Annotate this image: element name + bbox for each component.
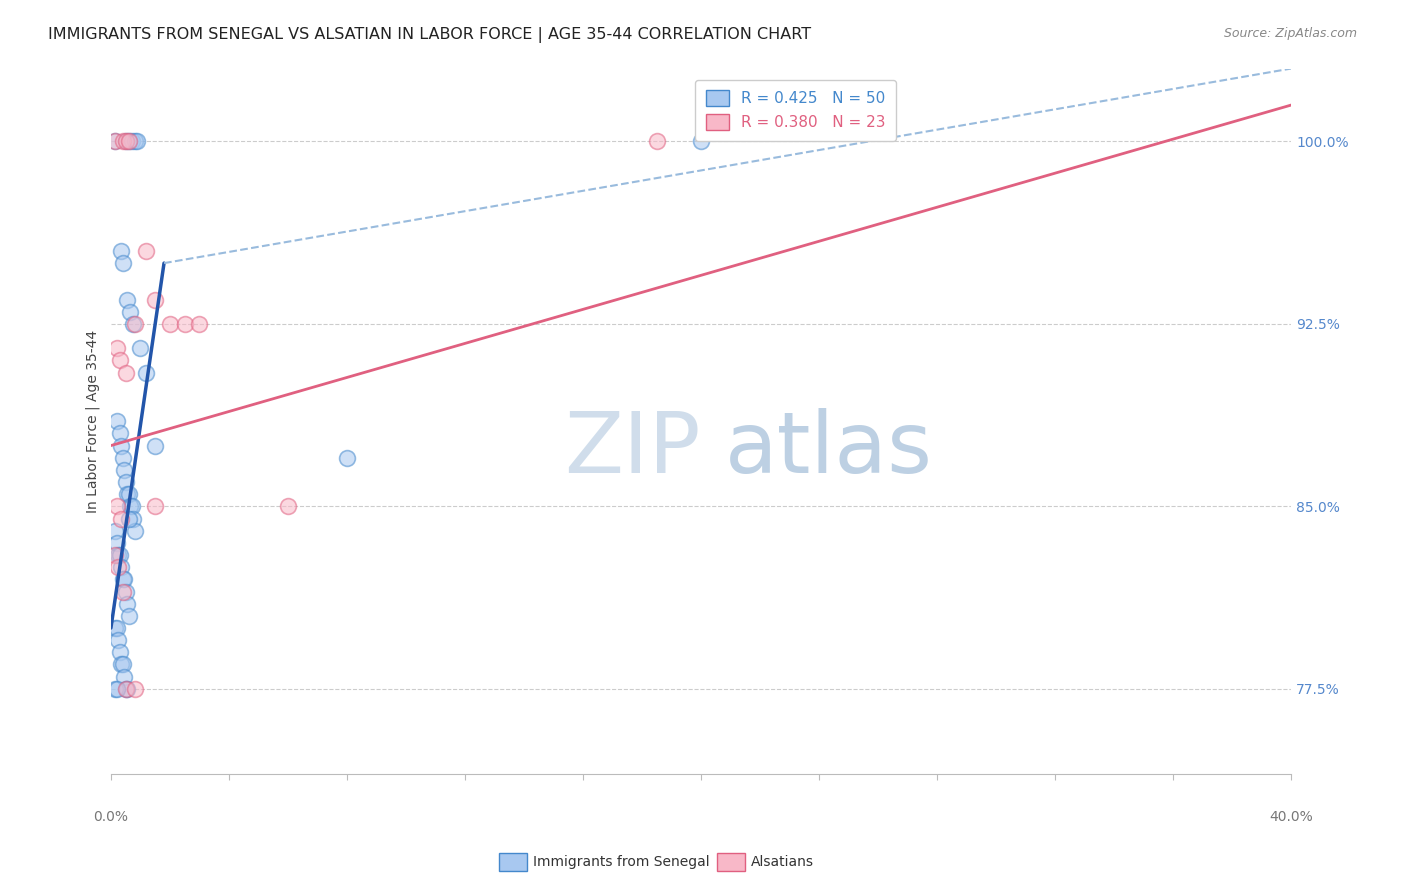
Point	[122, 511, 145, 525]
Point	[110, 244, 132, 258]
Point	[336, 450, 359, 465]
Point	[105, 681, 128, 696]
Point	[111, 450, 134, 465]
Point	[188, 317, 211, 331]
Text: atlas: atlas	[724, 408, 932, 491]
Point	[111, 572, 134, 586]
Point	[104, 135, 127, 149]
Point	[121, 135, 143, 149]
Point	[127, 135, 149, 149]
Text: 40.0%: 40.0%	[1270, 811, 1313, 824]
Y-axis label: In Labor Force | Age 35-44: In Labor Force | Age 35-44	[86, 330, 100, 513]
Point	[114, 681, 136, 696]
Point	[107, 548, 129, 562]
Point	[114, 135, 136, 149]
Point	[120, 500, 142, 514]
Point	[111, 657, 134, 672]
Point	[121, 500, 143, 514]
Point	[129, 341, 152, 355]
Point	[135, 244, 157, 258]
Point	[117, 135, 139, 149]
Point	[104, 548, 127, 562]
Point	[112, 670, 135, 684]
Point	[143, 439, 166, 453]
Point	[105, 621, 128, 635]
Point	[110, 511, 132, 525]
Point	[112, 572, 135, 586]
Point	[108, 645, 131, 659]
Point	[114, 475, 136, 489]
Point	[159, 317, 181, 331]
Point	[115, 597, 138, 611]
Text: Immigrants from Senegal: Immigrants from Senegal	[533, 855, 710, 869]
Legend: R = 0.425   N = 50, R = 0.380   N = 23: R = 0.425 N = 50, R = 0.380 N = 23	[695, 79, 896, 141]
Point	[110, 657, 132, 672]
Point	[114, 135, 136, 149]
Point	[108, 548, 131, 562]
Point	[117, 511, 139, 525]
Point	[112, 463, 135, 477]
Point	[143, 500, 166, 514]
Point	[135, 366, 157, 380]
Point	[122, 317, 145, 331]
Point	[110, 560, 132, 574]
Point	[115, 487, 138, 501]
Point	[104, 524, 127, 538]
Point	[124, 681, 146, 696]
Point	[104, 135, 127, 149]
Point	[114, 681, 136, 696]
Point	[107, 560, 129, 574]
Point	[114, 584, 136, 599]
Point	[143, 293, 166, 307]
Text: ZIP: ZIP	[565, 408, 702, 491]
Point	[124, 524, 146, 538]
Point	[108, 353, 131, 368]
Point	[124, 317, 146, 331]
Point	[690, 135, 713, 149]
Point	[117, 135, 139, 149]
Point	[104, 681, 127, 696]
Point	[105, 536, 128, 550]
Point	[105, 500, 128, 514]
Point	[105, 414, 128, 428]
Text: IMMIGRANTS FROM SENEGAL VS ALSATIAN IN LABOR FORCE | AGE 35-44 CORRELATION CHART: IMMIGRANTS FROM SENEGAL VS ALSATIAN IN L…	[48, 27, 811, 43]
Point	[114, 366, 136, 380]
Point	[115, 681, 138, 696]
Point	[645, 135, 668, 149]
Point	[110, 439, 132, 453]
Point	[105, 341, 128, 355]
Point	[173, 317, 195, 331]
Point	[104, 621, 127, 635]
Text: Source: ZipAtlas.com: Source: ZipAtlas.com	[1223, 27, 1357, 40]
Point	[115, 293, 138, 307]
Text: Alsatians: Alsatians	[751, 855, 814, 869]
Point	[120, 305, 142, 319]
Point	[124, 135, 146, 149]
Point	[111, 584, 134, 599]
Text: 0.0%: 0.0%	[93, 811, 128, 824]
Point	[108, 426, 131, 441]
Point	[107, 633, 129, 648]
Point	[117, 487, 139, 501]
Point	[277, 500, 299, 514]
Point	[117, 608, 139, 623]
Point	[111, 256, 134, 270]
Point	[111, 135, 134, 149]
